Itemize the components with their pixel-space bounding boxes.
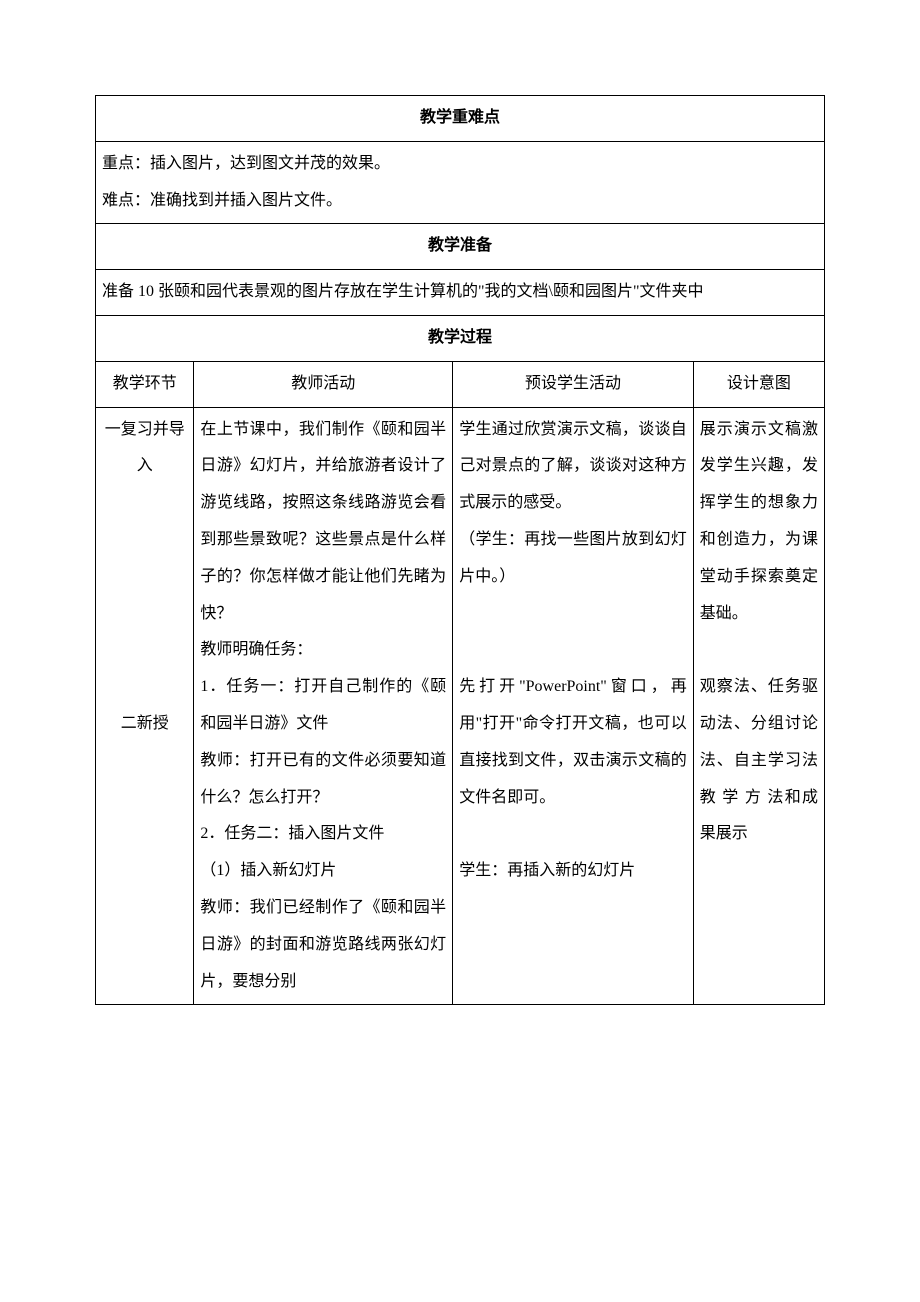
table-row: 教学准备 xyxy=(96,224,825,270)
section-header-preparation: 教学准备 xyxy=(96,224,825,270)
table-row: 准备 10 张颐和园代表景观的图片存放在学生计算机的"我的文档\颐和园图片"文件… xyxy=(96,270,825,316)
process-col-intent-header: 设计意图 xyxy=(693,361,824,407)
table-row: 教学重难点 xyxy=(96,96,825,142)
preparation-content: 准备 10 张颐和园代表景观的图片存放在学生计算机的"我的文档\颐和园图片"文件… xyxy=(96,270,825,316)
section-header-difficulty: 教学重难点 xyxy=(96,96,825,142)
process-col-teacher-header: 教师活动 xyxy=(194,361,453,407)
table-row: 一复习并导入二新授 在上节课中，我们制作《颐和园半日游》幻灯片，并给旅游者设计了… xyxy=(96,407,825,1005)
lesson-plan-table: 教学重难点 重点：插入图片，达到图文并茂的效果。难点：准确找到并插入图片文件。 … xyxy=(95,95,825,1005)
table-row: 教学过程 xyxy=(96,315,825,361)
section-header-process: 教学过程 xyxy=(96,315,825,361)
process-col-stage-header: 教学环节 xyxy=(96,361,194,407)
table-row: 教学环节 教师活动 预设学生活动 设计意图 xyxy=(96,361,825,407)
table-row: 重点：插入图片，达到图文并茂的效果。难点：准确找到并插入图片文件。 xyxy=(96,141,825,224)
difficulty-content: 重点：插入图片，达到图文并茂的效果。难点：准确找到并插入图片文件。 xyxy=(96,141,825,224)
process-student-cell: 学生通过欣赏演示文稿，谈谈自己对景点的了解，谈谈对这种方式展示的感受。（学生：再… xyxy=(453,407,694,1005)
process-intent-cell: 展示演示文稿激发学生兴趣，发挥学生的想象力和创造力，为课堂动手探索奠定基础。观察… xyxy=(693,407,824,1005)
process-col-student-header: 预设学生活动 xyxy=(453,361,694,407)
process-stage-cell: 一复习并导入二新授 xyxy=(96,407,194,1005)
process-teacher-cell: 在上节课中，我们制作《颐和园半日游》幻灯片，并给旅游者设计了游览线路，按照这条线… xyxy=(194,407,453,1005)
document-page: 教学重难点 重点：插入图片，达到图文并茂的效果。难点：准确找到并插入图片文件。 … xyxy=(0,0,920,1005)
